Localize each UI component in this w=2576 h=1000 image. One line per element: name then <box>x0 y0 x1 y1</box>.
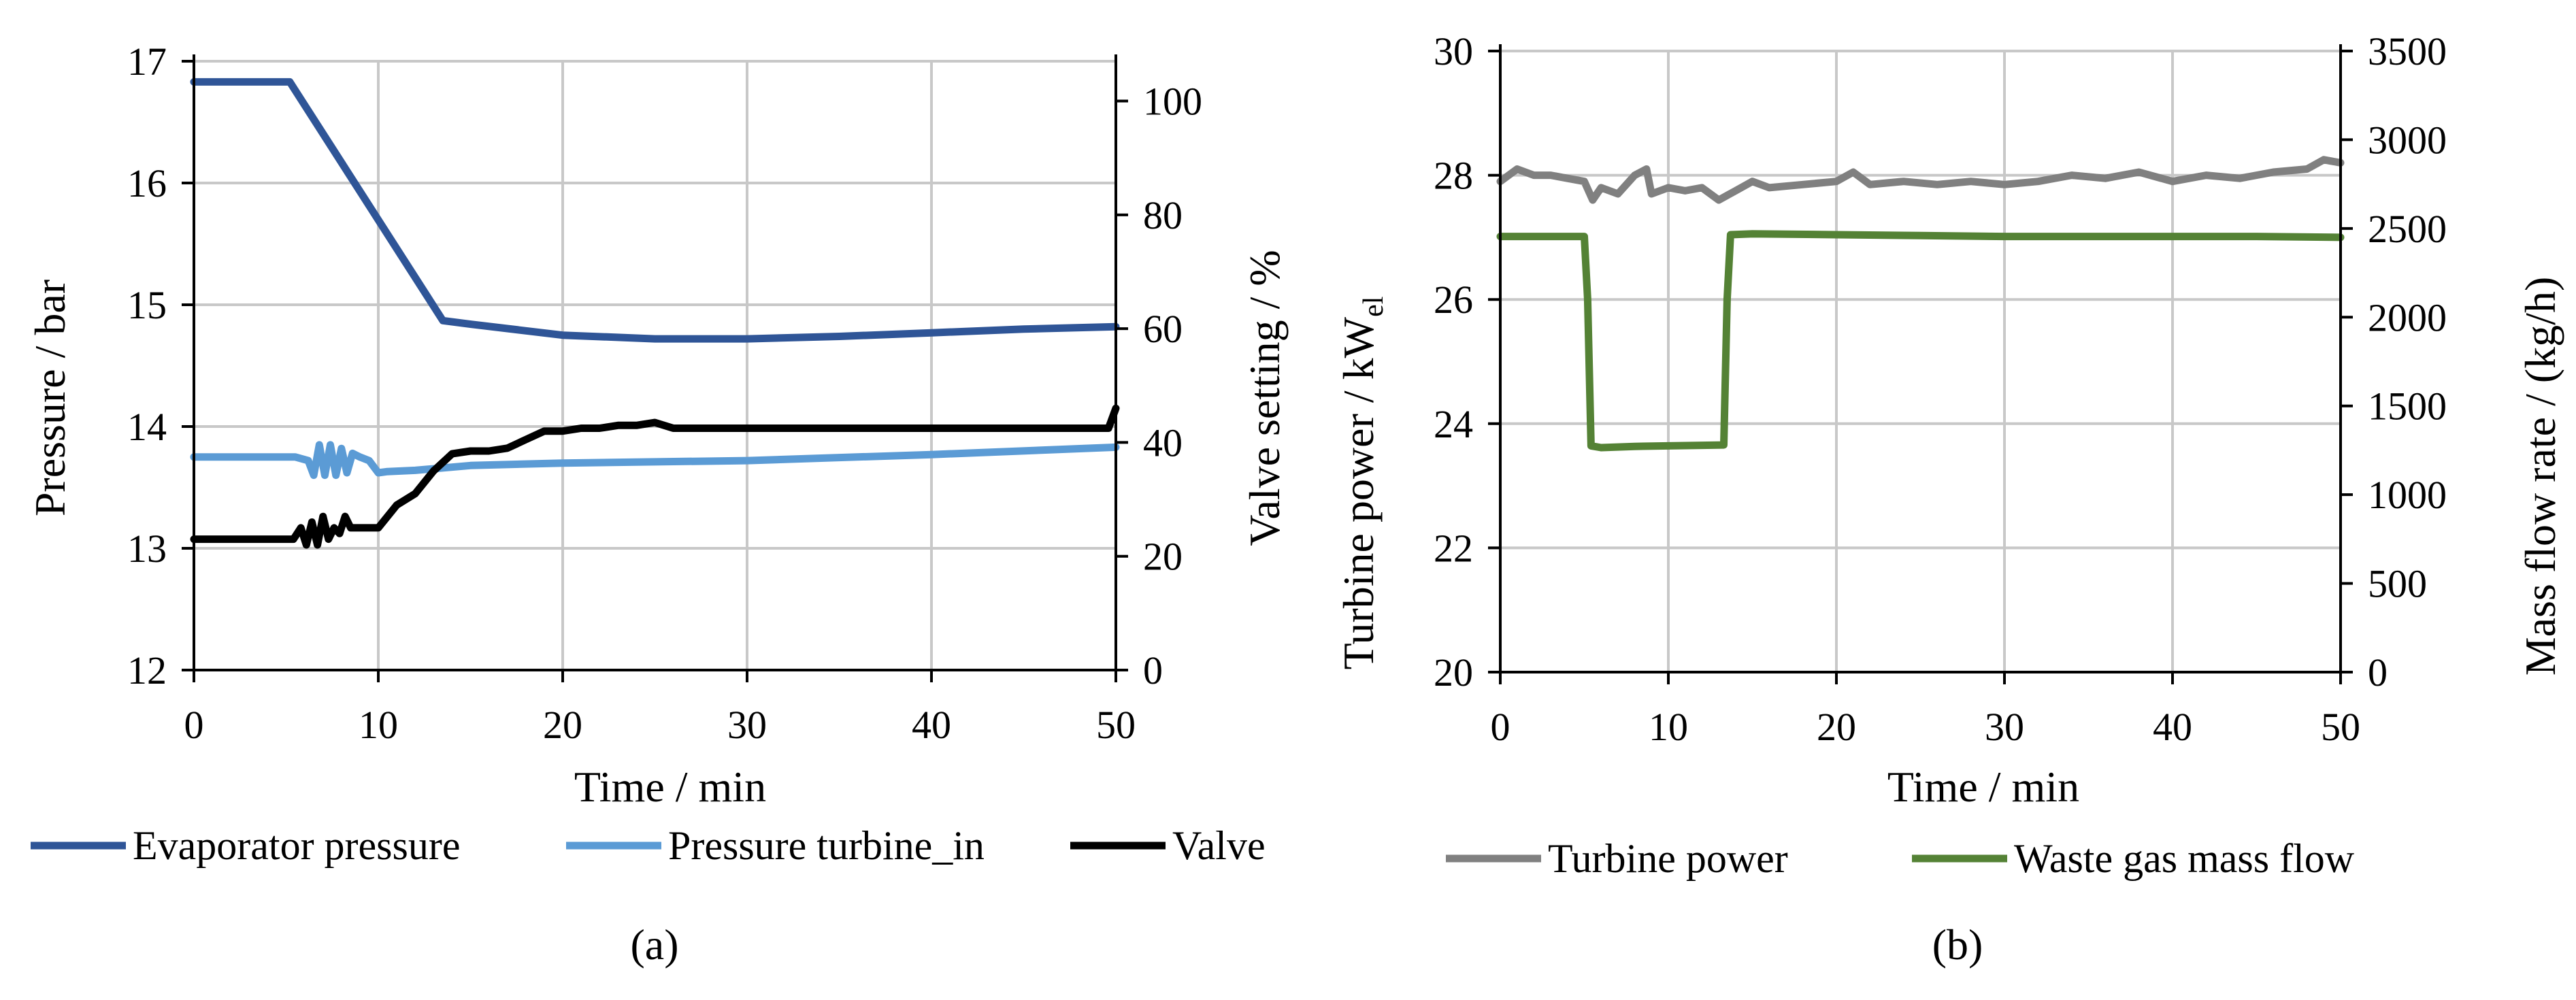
panel-b-y-tick-label: 24 <box>1434 402 1473 446</box>
panel-a-chart: 12 13 14 15 16 17 0 20 40 60 80 100 0 10 20 30 40 50 Time… <box>26 39 1289 969</box>
panel-b-y-axis-label-subscript: el <box>1358 297 1389 317</box>
legend-label-evaporator-pressure: Evaporator pressure <box>133 823 460 868</box>
panel-b-x-tick-label: 20 <box>1817 705 1856 749</box>
series-line-pressure-turbine-in <box>190 441 1120 480</box>
panel-a-y2-tick-label: 80 <box>1143 193 1183 237</box>
panel-a-x-tick-label: 10 <box>359 703 398 747</box>
panel-b-y-tick-label: 20 <box>1434 650 1473 695</box>
panel-b-y-tick-label: 22 <box>1434 526 1473 570</box>
panel-a-y-tick-label: 17 <box>127 39 167 84</box>
panel-a-x-tick-label: 40 <box>912 703 951 747</box>
panel-a-y2-tick-label: 20 <box>1143 535 1183 579</box>
panel-a-legend: Evaporator pressure Pressure turbine_in Va… <box>31 823 1266 868</box>
panel-a-axes <box>182 54 1128 682</box>
panel-a-y-tick-label: 15 <box>127 283 167 327</box>
panel-b-y-axis-label-main: Turbine power / kW <box>1334 316 1383 669</box>
panel-b-y-axis-label: Turbine power / kWel <box>1334 297 1389 670</box>
panel-b-y-tick-label: 26 <box>1434 278 1473 322</box>
series-line-evaporator-pressure <box>190 78 1120 343</box>
panel-a-y2-tick-label: 100 <box>1143 80 1202 124</box>
panel-b-y-tick-label: 28 <box>1434 154 1473 198</box>
legend-label-turbine-power: Turbine power <box>1548 836 1788 881</box>
panel-a-y-tick-label: 14 <box>127 405 167 449</box>
panel-b-x-tick-label: 0 <box>1491 705 1510 749</box>
panel-a-x-tick-label: 20 <box>543 703 582 747</box>
panel-a-grid <box>194 60 1116 670</box>
panel-a-x-tick-label: 30 <box>727 703 767 747</box>
legend-label-valve: Valve <box>1172 823 1266 868</box>
series-line-valve <box>190 404 1120 549</box>
panel-b-y2-tick-label: 3000 <box>2368 118 2447 162</box>
panel-a-x-axis-label: Time / min <box>574 763 766 811</box>
panel-b-grid <box>1500 50 2341 672</box>
legend-label-waste-gas-mass-flow: Waste gas mass flow <box>2014 836 2355 881</box>
panel-a-y-tick-label: 13 <box>127 527 167 571</box>
panel-b-x-axis-label: Time / min <box>1887 763 2079 811</box>
panel-b-x-tick-label: 30 <box>1985 705 2024 749</box>
panel-b-chart: 2022242628300500100015002000250030003500… <box>1334 29 2564 969</box>
panel-a-x-tick-label: 0 <box>184 703 204 747</box>
panel-a-x-tick-label: 50 <box>1096 703 1136 747</box>
panel-b-x-tick-label: 50 <box>2321 705 2360 749</box>
panel-a-y2-tick-label: 60 <box>1143 307 1183 351</box>
panel-b-y2-tick-label: 0 <box>2368 650 2388 695</box>
panel-b-y2-tick-label: 2500 <box>2368 207 2447 251</box>
panel-b-y2-tick-label: 3500 <box>2368 29 2447 73</box>
panel-a-y2-tick-label: 40 <box>1143 420 1183 465</box>
series-line-waste-gas-mass-flow <box>1496 230 2345 452</box>
panel-b-axes <box>1488 44 2353 684</box>
panel-a-y-tick-label: 12 <box>127 648 167 693</box>
panel-b-caption: (b) <box>1932 920 1983 969</box>
panel-b-tick-labels: 2022242628300500100015002000250030003500… <box>1434 29 2447 749</box>
panel-b-y-tick-label: 30 <box>1434 29 1473 73</box>
panel-b-y2-tick-label: 2000 <box>2368 295 2447 339</box>
panel-b-y2-tick-label: 1000 <box>2368 473 2447 517</box>
series-line-turbine-power <box>1496 156 2345 204</box>
panel-a-y-axis-label: Pressure / bar <box>26 280 74 516</box>
panel-a-series <box>190 78 1120 549</box>
panel-a-caption: (a) <box>630 920 678 969</box>
panel-a-tick-labels: 12 13 14 15 16 17 0 20 40 60 80 100 0 10 20 30 40 50 <box>127 39 1202 747</box>
panel-b-legend: Turbine power Waste gas mass flow <box>1446 836 2355 881</box>
panel-b-y2-axis-label: Mass flow rate / (kg/h) <box>2516 277 2564 676</box>
panel-b-x-tick-label: 40 <box>2153 705 2192 749</box>
panel-a-y2-axis-label: Valve setting / % <box>1240 250 1289 546</box>
panel-b-series <box>1496 156 2345 452</box>
panel-b-y2-tick-label: 1500 <box>2368 384 2447 429</box>
legend-label-pressure-turbine-in: Pressure turbine_in <box>668 823 985 868</box>
panel-b-y2-tick-label: 500 <box>2368 562 2427 606</box>
panel-a-y-tick-label: 16 <box>127 161 167 205</box>
panel-a-y2-tick-label: 0 <box>1143 648 1163 693</box>
panel-b-x-tick-label: 10 <box>1649 705 1688 749</box>
